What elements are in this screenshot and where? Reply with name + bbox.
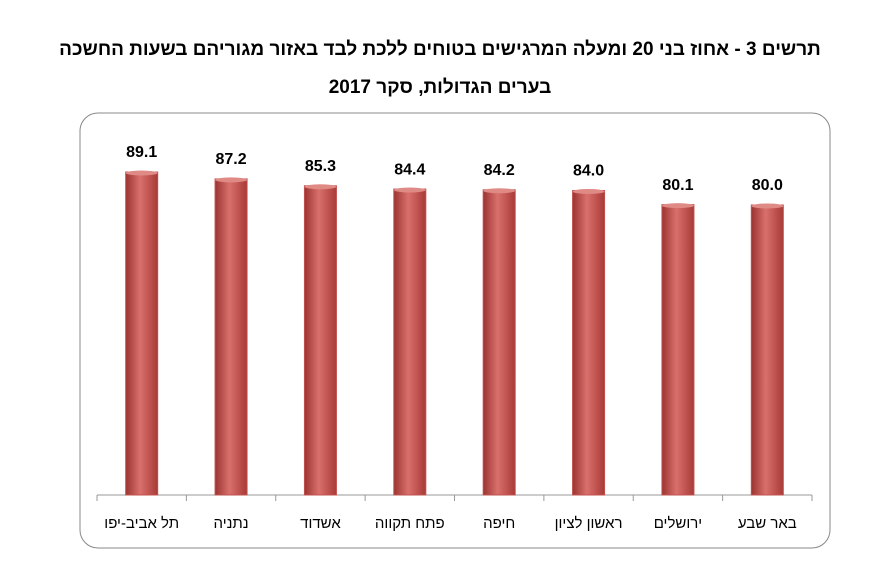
bar — [750, 204, 784, 496]
bar-cap — [661, 203, 694, 209]
x-tick-label: פתח תקווה — [375, 515, 445, 532]
value-label: 84.4 — [394, 161, 425, 178]
chart-title: תרשים 3 - אחוז בני 20 ומעלה המרגישים בטו… — [59, 39, 821, 60]
value-label: 84.0 — [573, 163, 604, 180]
value-label: 85.3 — [305, 158, 336, 175]
plot-frame — [79, 112, 831, 549]
x-tick-label: ראשון לציון — [555, 515, 623, 532]
x-tick-label: נתניה — [213, 515, 248, 532]
bar-cap — [483, 188, 516, 194]
value-label: 80.1 — [662, 177, 693, 194]
bar-cap — [215, 177, 248, 183]
bar-cap — [751, 203, 784, 209]
bar — [125, 171, 159, 496]
bar — [303, 185, 337, 496]
bar-cap — [304, 184, 337, 190]
x-tick-label: חיפה — [483, 515, 515, 532]
x-tick-label: אשדוד — [300, 515, 341, 532]
chart-title: בערים הגדולות, סקר 2017 — [329, 77, 552, 98]
bar-cap — [393, 187, 426, 193]
bar — [661, 204, 695, 496]
bar-cap — [125, 170, 158, 176]
x-tick-label: ירושלים — [654, 515, 702, 532]
value-label: 84.2 — [484, 162, 515, 179]
value-label: 89.1 — [126, 144, 157, 161]
x-tick-label: תל אביב-יפו — [104, 515, 179, 532]
bar — [572, 189, 606, 496]
bar — [482, 189, 516, 496]
value-label: 80.0 — [752, 177, 783, 194]
bar — [214, 178, 248, 496]
value-label: 87.2 — [215, 151, 246, 168]
bar-cap — [572, 188, 605, 194]
x-tick-label: באר שבע — [738, 515, 797, 532]
bar — [393, 188, 427, 496]
